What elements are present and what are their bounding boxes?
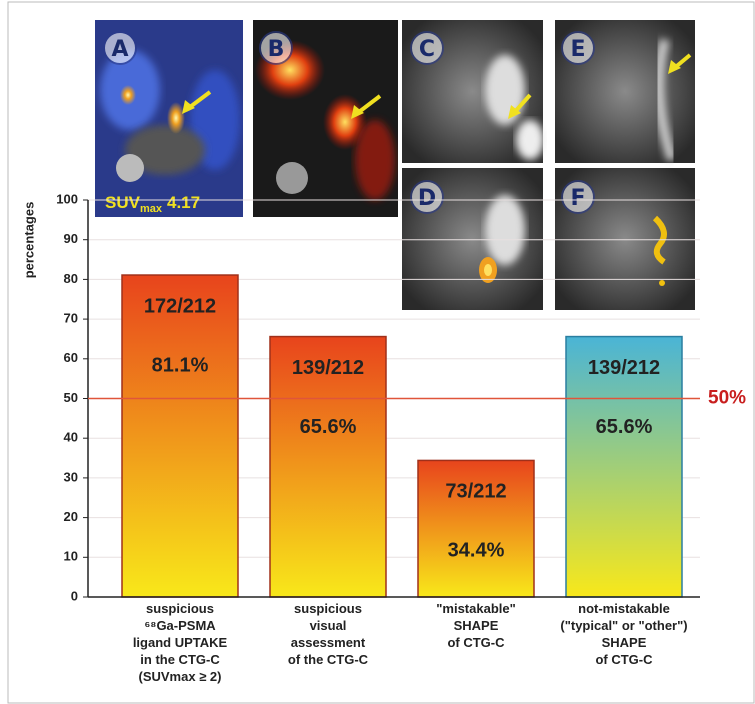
value-label: 65.6%: [300, 416, 357, 438]
panel-label: F: [570, 186, 585, 211]
y-tick-label: 50: [64, 390, 78, 405]
value-label: 81.1%: [152, 354, 209, 376]
y-tick-label: 10: [64, 549, 78, 564]
y-axis-label: percentages: [21, 202, 36, 279]
y-tick-label: 30: [64, 469, 78, 484]
suv-text: SUV: [105, 193, 141, 212]
bar-fraction: 73/212: [445, 481, 506, 503]
panel-label: E: [570, 37, 585, 62]
bar-fraction: 172/212: [144, 295, 216, 317]
value-label: 65.6%: [596, 416, 653, 438]
bar-fraction: 139/212: [588, 357, 660, 379]
y-tick-label: 0: [71, 588, 78, 603]
reference-label: 50%: [708, 388, 746, 409]
bar: [122, 275, 238, 597]
y-tick-label: 70: [64, 311, 78, 326]
figure: A B C D E F SUVmax 4.17 percentages 0 10 20…: [0, 0, 755, 704]
bar-fraction: 139/212: [292, 357, 364, 379]
y-tick-label: 40: [64, 430, 78, 445]
panel-label: B: [268, 37, 285, 62]
suv-value: 4.17: [167, 193, 200, 212]
panel-label: A: [111, 37, 128, 62]
panel-label: C: [419, 37, 435, 62]
y-tick-label: 100: [56, 191, 78, 206]
y-tick-label: 60: [64, 350, 78, 365]
value-label: 34.4%: [448, 540, 505, 562]
panel-label: D: [418, 186, 436, 211]
y-tick-label: 90: [64, 231, 78, 246]
suv-subscript: max: [140, 203, 163, 215]
y-tick-label: 80: [64, 271, 78, 286]
y-tick-label: 20: [64, 509, 78, 524]
